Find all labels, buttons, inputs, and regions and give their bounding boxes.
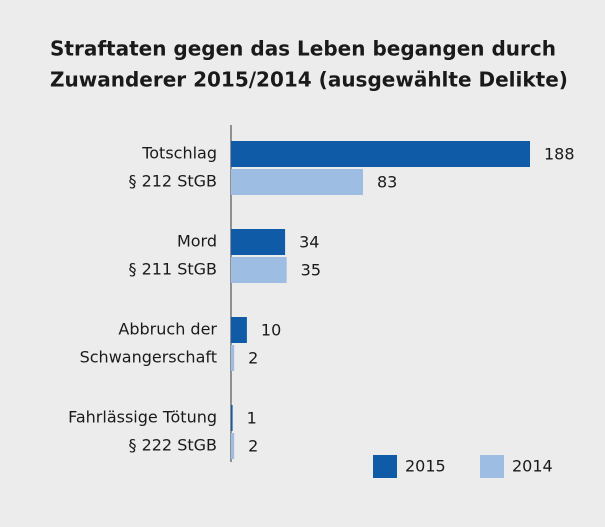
category-label: Totschlag	[141, 144, 217, 163]
bar	[231, 169, 364, 195]
legend-label: 2015	[405, 457, 446, 476]
category-label: § 212 StGB	[128, 172, 217, 191]
category-label: Abbruch der	[118, 320, 217, 339]
chart-title: Zuwanderer 2015/2014 (ausgewählte Delikt…	[50, 68, 568, 92]
bar	[231, 405, 233, 431]
value-label: 10	[261, 321, 281, 340]
category-label: Mord	[177, 232, 217, 251]
category-label: Fahrlässige Tötung	[68, 408, 217, 427]
category-label: § 222 StGB	[128, 436, 217, 455]
value-label: 188	[544, 145, 575, 164]
value-label: 83	[377, 173, 397, 192]
value-label: 2	[248, 437, 258, 456]
category-label: Schwangerschaft	[80, 348, 217, 367]
bar	[231, 317, 247, 343]
legend-swatch	[480, 455, 504, 478]
bar	[231, 345, 235, 371]
category-label: § 211 StGB	[128, 260, 217, 279]
bar	[231, 433, 235, 459]
legend-swatch	[373, 455, 397, 478]
bar	[231, 141, 530, 167]
bar	[231, 229, 286, 255]
value-label: 1	[247, 409, 257, 428]
chart-title: Straftaten gegen das Leben begangen durc…	[50, 37, 556, 61]
value-label: 2	[248, 349, 258, 368]
bar	[231, 257, 287, 283]
legend-label: 2014	[512, 457, 553, 476]
value-label: 35	[301, 261, 321, 280]
value-label: 34	[299, 233, 319, 252]
